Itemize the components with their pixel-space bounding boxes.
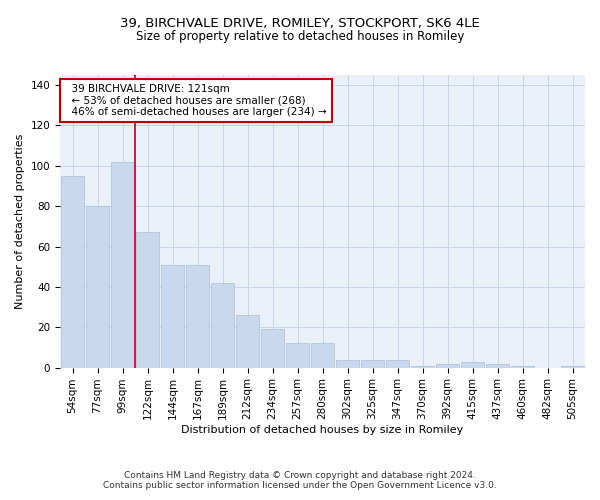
Bar [386,360,409,368]
Bar [136,232,160,368]
Bar [185,264,209,368]
Bar [361,360,385,368]
Bar [286,344,310,367]
Bar [311,344,334,367]
Bar [211,283,235,368]
Bar [260,330,284,368]
Bar [511,366,535,368]
Text: 39 BIRCHVALE DRIVE: 121sqm
  ← 53% of detached houses are smaller (268)
  46% of: 39 BIRCHVALE DRIVE: 121sqm ← 53% of deta… [65,84,327,117]
Text: Contains HM Land Registry data © Crown copyright and database right 2024.
Contai: Contains HM Land Registry data © Crown c… [103,470,497,490]
Text: Size of property relative to detached houses in Romiley: Size of property relative to detached ho… [136,30,464,43]
Y-axis label: Number of detached properties: Number of detached properties [15,134,25,309]
Bar [335,360,359,368]
Text: 39, BIRCHVALE DRIVE, ROMILEY, STOCKPORT, SK6 4LE: 39, BIRCHVALE DRIVE, ROMILEY, STOCKPORT,… [120,18,480,30]
Bar [86,206,109,368]
Bar [410,366,434,368]
Bar [560,366,584,368]
Bar [61,176,85,368]
X-axis label: Distribution of detached houses by size in Romiley: Distribution of detached houses by size … [181,425,464,435]
Bar [236,315,259,368]
Bar [436,364,460,368]
Bar [161,264,184,368]
Bar [485,364,509,368]
Bar [461,362,484,368]
Bar [110,162,134,368]
